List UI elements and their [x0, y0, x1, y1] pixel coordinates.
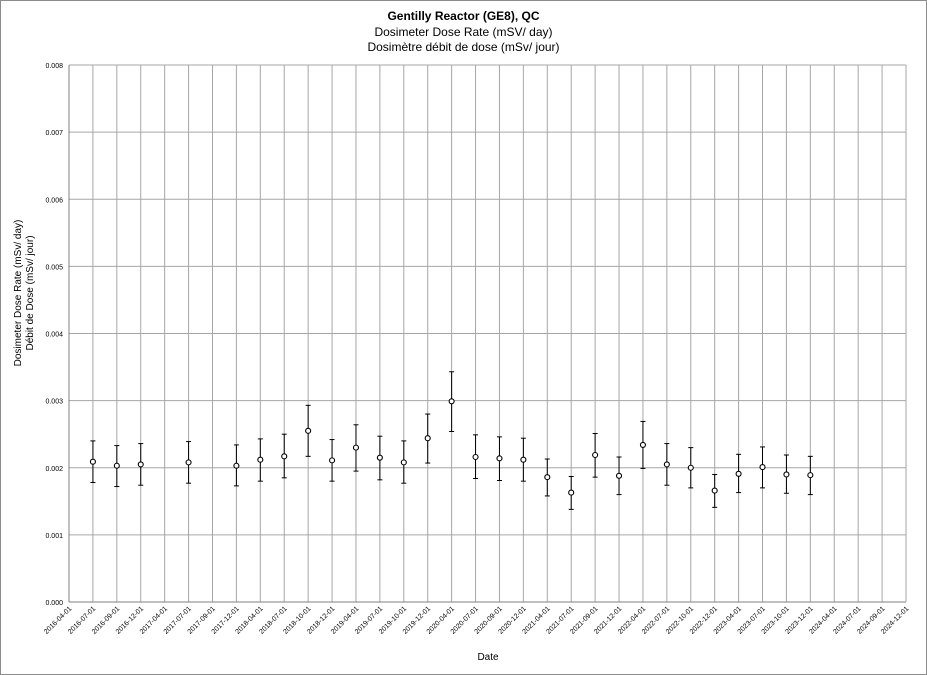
- data-point: [615, 472, 623, 479]
- y-axis-label-fr: Débit de Dose (mSv/ jour): [25, 235, 36, 350]
- data-point-group: [639, 420, 646, 469]
- data-point-group: [424, 413, 431, 464]
- data-point-group: [520, 437, 527, 482]
- data-point: [807, 472, 814, 479]
- data-point: [305, 427, 312, 434]
- data-point-group: [711, 473, 718, 508]
- y-tick-label: 0.005: [45, 264, 63, 271]
- data-point-group: [592, 433, 599, 478]
- data-point: [639, 441, 646, 448]
- data-point-group: [329, 439, 336, 482]
- data-point: [281, 453, 288, 460]
- y-tick-label: 0.006: [45, 197, 63, 204]
- data-point-group: [305, 404, 312, 457]
- y-axis-label-en: Dosimeter Dose Rate (mSv/ day): [13, 220, 24, 367]
- data-point: [233, 462, 240, 469]
- data-point-group: [137, 443, 144, 486]
- data-point: [759, 464, 766, 471]
- data-point-group: [759, 446, 766, 489]
- data-point: [663, 461, 670, 468]
- data-point-group: [783, 454, 790, 494]
- data-point-group: [568, 475, 575, 510]
- y-tick-label: 0.002: [45, 466, 63, 473]
- data-point-group: [233, 444, 240, 487]
- data-point-group: [472, 434, 479, 479]
- data-point: [137, 461, 144, 468]
- y-tick-label: 0.004: [45, 332, 63, 339]
- data-point-group: [687, 447, 694, 489]
- data-point: [568, 489, 575, 496]
- data-point-group: [615, 456, 623, 496]
- data-point-group: [113, 445, 120, 488]
- data-point-group: [663, 443, 670, 486]
- data-point: [520, 456, 527, 463]
- data-point: [89, 458, 96, 465]
- data-point-group: [400, 440, 407, 484]
- data-point-group: [448, 371, 455, 433]
- y-tick-label: 0.000: [45, 600, 63, 607]
- y-tick-label: 0.001: [45, 533, 63, 540]
- data-point: [735, 470, 742, 477]
- data-point: [448, 398, 455, 405]
- data-point: [257, 456, 264, 463]
- data-point-group: [89, 440, 96, 484]
- data-point: [113, 462, 120, 469]
- data-point-group: [735, 453, 742, 494]
- x-axis-ticks: 2016-04-012016-07-012016-09-012016-12-01…: [43, 605, 910, 635]
- chart-title: Gentilly Reactor (GE8), QC: [387, 9, 540, 23]
- grid-lines: [68, 64, 907, 603]
- y-tick-label: 0.003: [45, 399, 63, 406]
- chart-subtitle-fr: Dosimètre débit de dose (mSv/ jour): [367, 40, 560, 54]
- data-point: [424, 435, 431, 442]
- chart-subtitle-en: Dosimeter Dose Rate (mSV/ day): [374, 25, 553, 39]
- data-point: [329, 457, 336, 464]
- data-point: [400, 459, 407, 466]
- data-points: [89, 371, 814, 510]
- data-point-group: [185, 441, 192, 484]
- data-point: [376, 454, 383, 461]
- data-point-group: [376, 435, 383, 481]
- data-point: [352, 444, 360, 451]
- data-point: [687, 464, 694, 471]
- data-point-group: [352, 424, 360, 472]
- data-point-group: [257, 438, 264, 482]
- data-point: [185, 459, 192, 466]
- data-point: [472, 453, 479, 461]
- y-tick-label: 0.007: [45, 130, 63, 137]
- data-point: [544, 474, 551, 481]
- data-point: [783, 471, 790, 478]
- x-axis-label: Date: [477, 652, 499, 663]
- data-point-group: [544, 458, 551, 497]
- data-point: [496, 455, 503, 462]
- y-axis-ticks: 0.000 0.001 0.002 0.003 0.004 0.005 0.006 0.007…: [45, 63, 63, 607]
- data-point-group: [281, 433, 288, 479]
- data-point-group: [496, 436, 503, 482]
- data-point-group: [807, 455, 814, 496]
- data-point: [711, 487, 718, 494]
- data-point: [592, 451, 599, 459]
- y-tick-label: 0.008: [45, 63, 63, 70]
